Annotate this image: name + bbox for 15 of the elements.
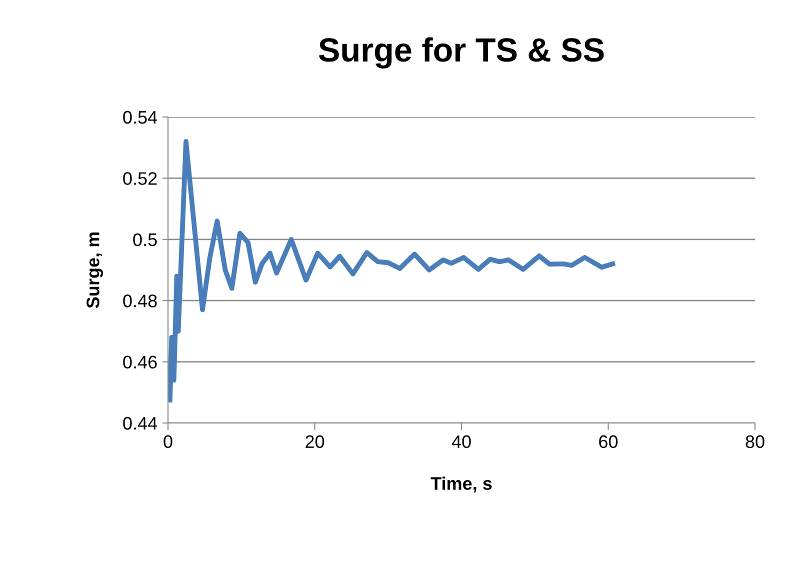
x-axis-title: Time, s xyxy=(430,476,492,493)
x-tick-label: 60 xyxy=(599,435,618,448)
y-tick-label: 0.48 xyxy=(123,294,157,308)
y-tick-label: 0.46 xyxy=(123,356,157,369)
y-axis-title: Surge, m xyxy=(86,232,103,308)
y-tick-label: 0.52 xyxy=(123,172,157,185)
y-tick-label: 0.5 xyxy=(133,233,157,246)
chart-title: Surge for TS & SS xyxy=(318,37,604,69)
x-tick-label: 20 xyxy=(306,435,324,448)
y-tick-label: 0.44 xyxy=(123,416,158,430)
x-tick-label: 40 xyxy=(452,435,471,448)
line-series xyxy=(168,139,616,402)
x-tick-label: 0 xyxy=(164,435,172,448)
x-tick-label: 80 xyxy=(746,435,764,448)
y-tick-label: 0.54 xyxy=(123,110,158,124)
